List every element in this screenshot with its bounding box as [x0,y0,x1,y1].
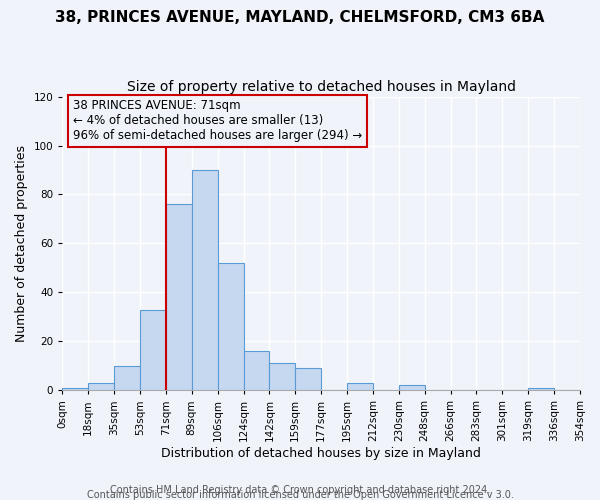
Bar [528,388,554,390]
Title: Size of property relative to detached houses in Mayland: Size of property relative to detached ho… [127,80,515,94]
Bar [192,170,218,390]
Bar [140,310,166,390]
Text: 38 PRINCES AVENUE: 71sqm
← 4% of detached houses are smaller (13)
96% of semi-de: 38 PRINCES AVENUE: 71sqm ← 4% of detache… [73,100,362,142]
Text: 38, PRINCES AVENUE, MAYLAND, CHELMSFORD, CM3 6BA: 38, PRINCES AVENUE, MAYLAND, CHELMSFORD,… [55,10,545,25]
Bar [114,366,140,390]
X-axis label: Distribution of detached houses by size in Mayland: Distribution of detached houses by size … [161,447,481,460]
Bar [269,364,295,390]
Bar [218,263,244,390]
Bar [244,351,269,391]
Bar [88,383,114,390]
Bar [347,383,373,390]
Bar [166,204,192,390]
Bar [295,368,321,390]
Y-axis label: Number of detached properties: Number of detached properties [15,145,28,342]
Bar [399,386,425,390]
Text: Contains HM Land Registry data © Crown copyright and database right 2024.: Contains HM Land Registry data © Crown c… [110,485,490,495]
Text: Contains public sector information licensed under the Open Government Licence v : Contains public sector information licen… [86,490,514,500]
Bar [62,388,88,390]
